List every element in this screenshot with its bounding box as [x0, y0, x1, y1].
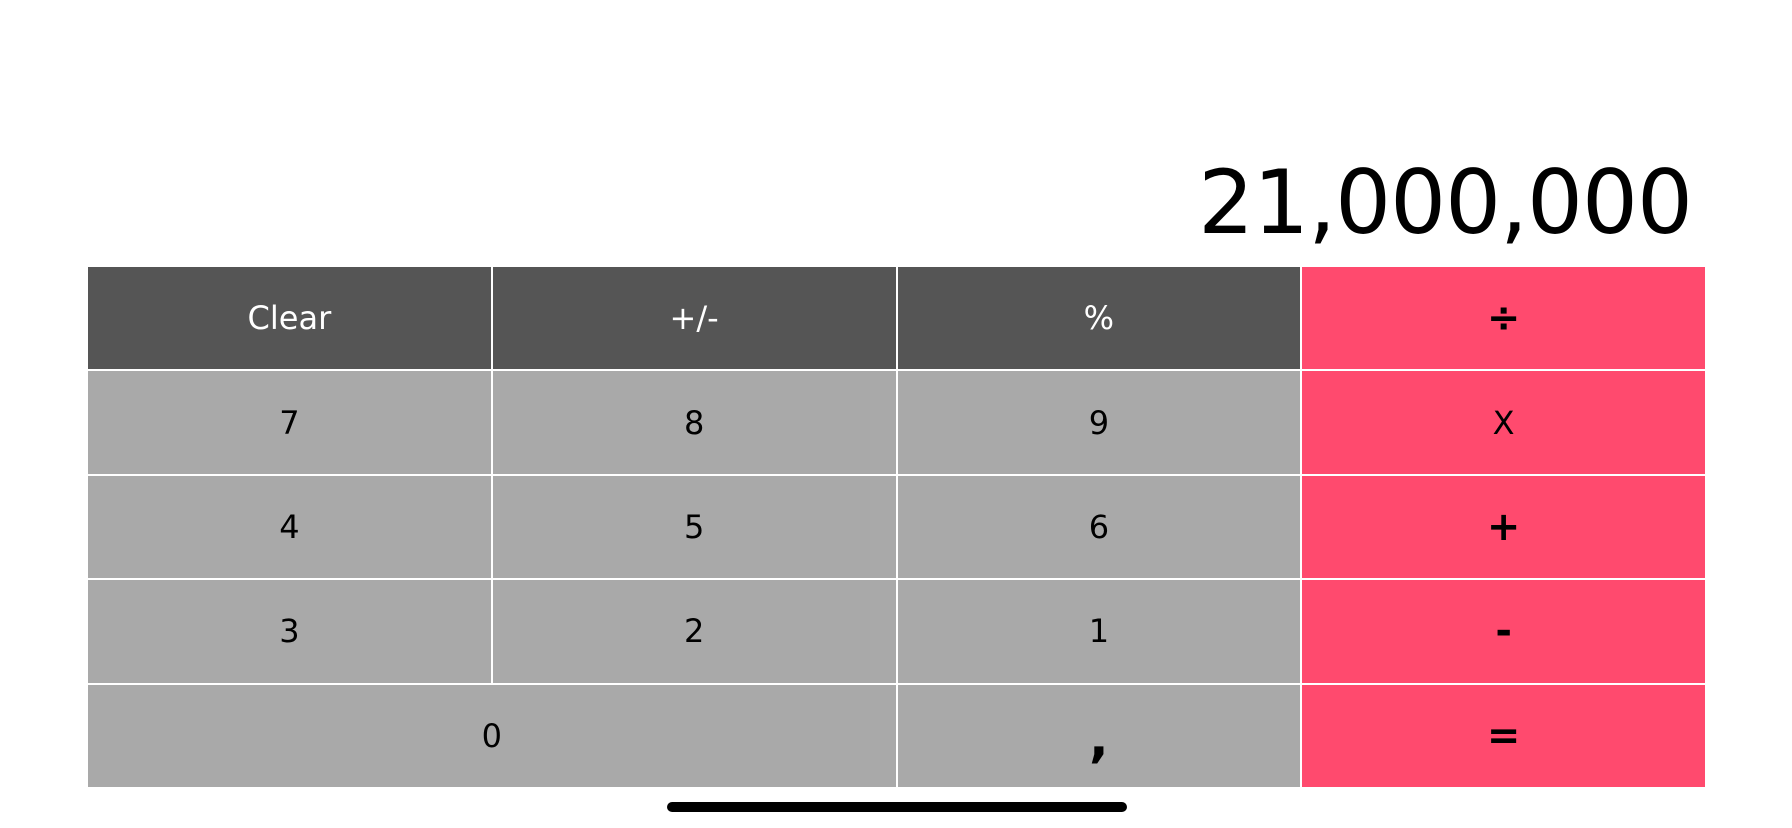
- equals-button[interactable]: =: [1302, 684, 1705, 787]
- digit-4-button[interactable]: 4: [88, 475, 491, 579]
- divide-button[interactable]: ÷: [1302, 267, 1705, 370]
- subtract-button[interactable]: -: [1302, 580, 1705, 683]
- digit-5-button[interactable]: 5: [492, 475, 896, 579]
- decimal-comma-button[interactable]: ,: [897, 684, 1301, 787]
- clear-button[interactable]: Clear: [88, 267, 491, 370]
- multiply-button[interactable]: X: [1302, 371, 1705, 474]
- keypad: Clear +/- % ÷ 7 8 9 X 4 5 6 + 3 2 1 - 0 …: [88, 267, 1705, 787]
- digit-2-button[interactable]: 2: [492, 580, 896, 683]
- digit-0-button[interactable]: 0: [88, 684, 896, 787]
- sign-toggle-button[interactable]: +/-: [492, 267, 896, 370]
- digit-9-button[interactable]: 9: [897, 371, 1301, 474]
- add-button[interactable]: +: [1302, 475, 1705, 579]
- digit-7-button[interactable]: 7: [88, 371, 491, 474]
- digit-3-button[interactable]: 3: [88, 580, 491, 683]
- percent-button[interactable]: %: [897, 267, 1301, 370]
- result-display: 21,000,000: [1198, 151, 1693, 254]
- home-indicator[interactable]: [667, 802, 1127, 812]
- digit-8-button[interactable]: 8: [492, 371, 896, 474]
- digit-6-button[interactable]: 6: [897, 475, 1301, 579]
- digit-1-button[interactable]: 1: [897, 580, 1301, 683]
